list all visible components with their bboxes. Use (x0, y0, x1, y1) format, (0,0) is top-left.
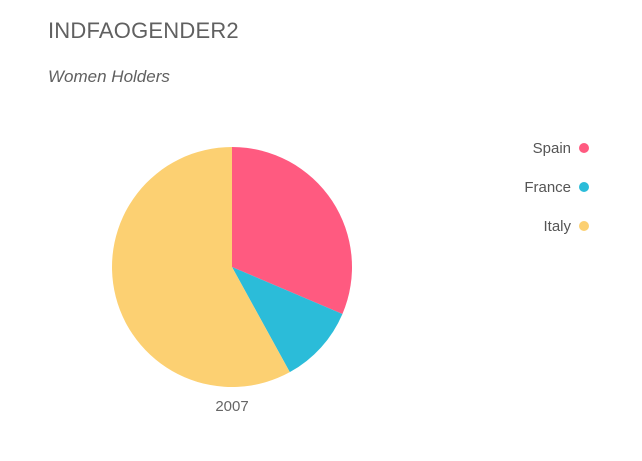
pie-category-label: 2007 (215, 398, 249, 415)
pie-slice-italy[interactable] (112, 147, 290, 387)
legend-label: Spain (532, 139, 571, 157)
legend-swatch-france (579, 182, 589, 192)
pie-slice-spain[interactable] (232, 147, 353, 314)
legend-label: Italy (543, 217, 571, 235)
chart-title: INDFAOGENDER2 (48, 18, 239, 43)
legend: Spain France Italy (524, 138, 589, 255)
legend-item-france[interactable]: France (524, 177, 589, 197)
legend-label: France (524, 178, 571, 196)
chart-subtitle: Women Holders (48, 67, 170, 86)
legend-swatch-spain (579, 143, 589, 153)
legend-item-italy[interactable]: Italy (524, 216, 589, 236)
pie-slice-france[interactable] (232, 267, 343, 373)
legend-item-spain[interactable]: Spain (524, 138, 589, 158)
legend-swatch-italy (579, 221, 589, 231)
